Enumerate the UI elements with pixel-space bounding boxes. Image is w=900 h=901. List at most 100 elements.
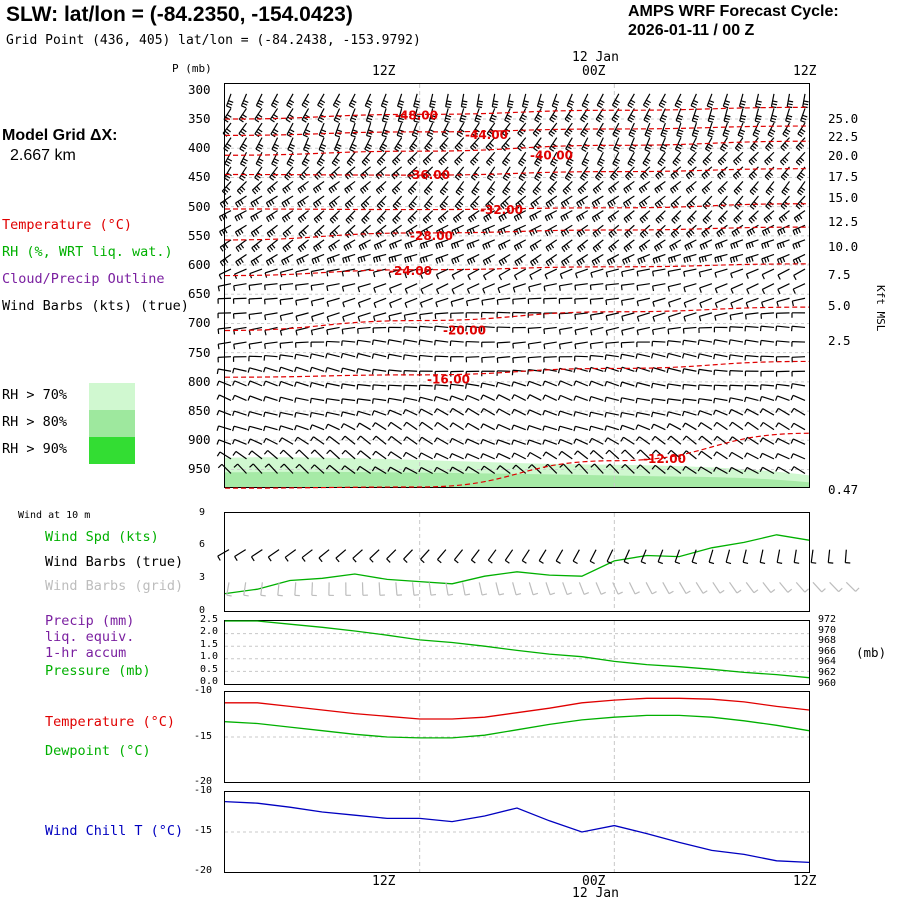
wind-barb [390, 298, 402, 308]
wind-barb [653, 313, 665, 322]
wind-barb [350, 138, 357, 152]
wind-barb [318, 108, 325, 122]
precip-tick: 1.5 [200, 639, 218, 650]
wind-barb-true [828, 550, 833, 563]
wind-barb [405, 254, 418, 262]
wind-barb [749, 211, 759, 224]
wind-barb [490, 108, 497, 122]
wind-barb [219, 269, 231, 279]
wind-barb [640, 225, 650, 237]
wind-barb [791, 395, 805, 400]
wind-barb [303, 123, 310, 137]
wind-barb [408, 152, 417, 165]
wind-barb [255, 108, 262, 122]
wind-barb [776, 423, 790, 430]
wind-barb [591, 313, 604, 320]
wind-barb [739, 94, 745, 108]
wind-barb [791, 439, 805, 444]
wind-barb [483, 240, 495, 250]
wind-barb [760, 397, 774, 402]
wind-barb [499, 254, 510, 265]
wind-barb [357, 340, 371, 345]
wind-speed-label: Wind Spd (kts) [45, 529, 159, 545]
wind-barb [388, 422, 402, 429]
wind-barb [434, 397, 448, 402]
wind-barb-grid [379, 582, 385, 595]
wind-barb [515, 254, 526, 265]
wind-barb [235, 269, 247, 279]
wind-barb [499, 240, 511, 250]
wind-barb [735, 196, 743, 209]
wind-barb [318, 94, 325, 108]
wind-barbs-grid-label: Wind Barbs (grid) [45, 578, 183, 594]
wind-barb [745, 385, 758, 390]
bottom-tick-3: 12Z [793, 874, 816, 889]
wind-barb [330, 167, 340, 179]
wind-barb [329, 240, 340, 251]
wind-barb [609, 240, 619, 252]
wind-barb [365, 94, 372, 108]
temp-contour [225, 361, 809, 377]
wind-barb [667, 384, 681, 389]
pressure-tick: 500 [188, 199, 211, 214]
wind-barb [625, 225, 635, 237]
wind-barb [637, 284, 650, 291]
wind-barb [255, 167, 262, 181]
wind-barb [732, 225, 743, 236]
wind-barb [652, 354, 666, 359]
wind-barb [374, 313, 387, 321]
wind-barb [745, 422, 759, 429]
wind-barb [684, 284, 696, 292]
wind-barb [730, 385, 743, 390]
model-grid-label: Model Grid ΔX: [2, 127, 118, 145]
wind-barb [486, 152, 494, 165]
wind-barb [558, 426, 572, 431]
sounding-chart: -48.00-44.00-40.00-36.00-32.00-28.00-24.… [225, 84, 809, 487]
wind-barb [760, 409, 774, 415]
wind-barb [419, 355, 432, 360]
wind-barb [590, 284, 603, 290]
wind-barb [357, 384, 370, 389]
wind-barb [766, 196, 774, 209]
wind-barb [577, 211, 588, 222]
wind-barb-grid [696, 582, 707, 593]
wind-barb [347, 152, 355, 165]
wind-barb [527, 395, 541, 401]
wind-barb [327, 313, 339, 322]
wind-barb [621, 398, 635, 403]
wind-barb [382, 108, 388, 122]
wind-barb [702, 181, 712, 193]
wind-barb [296, 269, 309, 277]
windchill-label: Wind Chill T (°C) [45, 823, 183, 839]
rh80-swatch [89, 410, 135, 437]
wind-barb [249, 327, 262, 335]
wind-barb [702, 225, 712, 237]
wind-barb [467, 240, 479, 249]
wind-barb-true [556, 550, 563, 564]
wind-barb [469, 211, 480, 222]
wind-barb [327, 269, 340, 276]
wind-barb [496, 409, 510, 415]
wind-barb [718, 181, 727, 194]
wind-barb [605, 355, 619, 360]
wind-barb [279, 367, 293, 372]
wind-barb [360, 181, 370, 193]
wind-barb [692, 108, 699, 122]
wind-barb [699, 254, 712, 262]
wind-barb [787, 94, 793, 108]
pressure-tick: 800 [188, 374, 211, 389]
wind-barb [236, 196, 247, 207]
wind-barb [676, 108, 683, 122]
wind-barb [761, 385, 774, 390]
wind-barb-true [251, 550, 262, 561]
wind-barb [513, 298, 526, 304]
wind-barb [605, 397, 619, 402]
wind-barb [528, 298, 541, 304]
wind-barb [374, 240, 386, 250]
wind-barb [714, 327, 727, 332]
wind-barb [419, 340, 433, 345]
pressure-tick: 550 [188, 228, 211, 243]
wind-barb [439, 152, 448, 165]
wind-barb [760, 438, 774, 444]
wind-barb [730, 254, 743, 262]
